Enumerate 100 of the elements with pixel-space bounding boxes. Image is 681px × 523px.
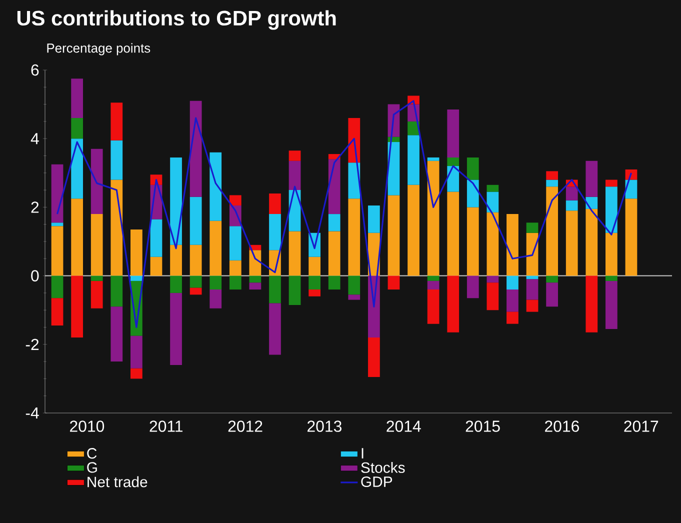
- bar: [408, 135, 420, 185]
- bar: [447, 109, 460, 158]
- bar: [447, 192, 460, 276]
- bar: [466, 276, 479, 298]
- bar: [71, 78, 83, 118]
- legend-label: GDP: [361, 476, 392, 488]
- bar: [447, 276, 460, 332]
- bar: [288, 150, 301, 161]
- x-tick-label: 2013: [308, 420, 342, 432]
- bar: [130, 336, 142, 368]
- bar: [229, 226, 242, 260]
- bar: [586, 276, 598, 332]
- bar: [229, 260, 242, 276]
- bar: [210, 152, 222, 221]
- x-tick-label: 2010: [70, 420, 104, 432]
- bar: [130, 368, 142, 379]
- bar: [328, 214, 340, 232]
- bar: [328, 231, 340, 276]
- bar: [190, 100, 202, 197]
- bar: [90, 148, 103, 214]
- bar: [328, 276, 340, 290]
- legend-label: Net trade: [88, 476, 148, 488]
- bar: [328, 159, 340, 214]
- bar: [170, 244, 182, 276]
- y-tick-label: 6: [31, 64, 39, 76]
- bar: [269, 214, 281, 250]
- bar: [427, 290, 440, 324]
- legend-label: G: [87, 462, 97, 473]
- bar: [506, 214, 518, 276]
- bar: [348, 294, 360, 300]
- bar: [606, 280, 618, 329]
- bar: [586, 208, 598, 276]
- bar: [150, 219, 162, 257]
- bar: [586, 160, 598, 197]
- bar: [190, 288, 202, 295]
- y-tick-label: 4: [30, 133, 39, 144]
- y-tick-label: 2: [31, 202, 39, 213]
- bar: [606, 276, 618, 281]
- bar: [388, 195, 400, 276]
- bar: [51, 298, 64, 326]
- bar: [486, 192, 499, 212]
- y-tick-label: 0: [31, 270, 39, 282]
- bar: [90, 280, 103, 308]
- line-series: [56, 100, 632, 328]
- bar: [506, 290, 518, 312]
- bar: [427, 160, 440, 276]
- bar: [288, 276, 301, 305]
- bar: [447, 157, 460, 166]
- legend-label: I: [362, 448, 364, 458]
- bar: [466, 207, 479, 276]
- bar: [526, 232, 538, 276]
- bar: [269, 276, 281, 304]
- bar: [170, 157, 182, 245]
- chart-title: US contributions to GDP growth: [17, 10, 336, 30]
- bar: [388, 276, 400, 290]
- bar: [190, 244, 202, 276]
- bar: [229, 195, 242, 206]
- bar: [546, 186, 558, 276]
- y-axis-title: Percentage points: [47, 43, 150, 56]
- bar: [566, 210, 578, 276]
- x-tick-label: 2012: [228, 420, 262, 432]
- bar: [308, 256, 320, 276]
- bar: [368, 338, 380, 377]
- bar: [486, 282, 499, 310]
- legend-label: Stocks: [361, 462, 405, 473]
- bar: [506, 312, 518, 324]
- x-tick-label: 2014: [386, 420, 421, 432]
- bar: [170, 276, 182, 293]
- bar: [130, 276, 142, 281]
- bar: [486, 276, 499, 283]
- bar: [269, 303, 281, 355]
- bar: [190, 196, 202, 245]
- bar: [110, 180, 123, 276]
- bar: [190, 276, 202, 288]
- bar: [348, 118, 360, 163]
- bar: [546, 282, 558, 307]
- y-tick-label: -2: [26, 338, 39, 350]
- bar: [625, 198, 638, 276]
- x-tick-label: 2016: [545, 420, 579, 432]
- bar: [506, 276, 518, 290]
- bar: [150, 256, 162, 276]
- bar: [526, 300, 538, 312]
- bar: [288, 231, 301, 276]
- bar: [546, 276, 558, 283]
- bar: [566, 200, 578, 211]
- legend-label: C: [87, 448, 97, 459]
- y-tick-label: -4: [26, 408, 39, 418]
- bar: [90, 214, 103, 276]
- bar: [308, 290, 320, 296]
- bar: [348, 276, 360, 295]
- bar: [368, 205, 380, 233]
- bar: [90, 276, 103, 281]
- bar: [170, 292, 182, 365]
- bar: [229, 276, 242, 290]
- bar: [486, 184, 499, 192]
- bar: [110, 140, 123, 180]
- bar: [51, 276, 64, 298]
- bar: [348, 198, 360, 276]
- bar: [210, 220, 222, 276]
- bar: [110, 306, 123, 362]
